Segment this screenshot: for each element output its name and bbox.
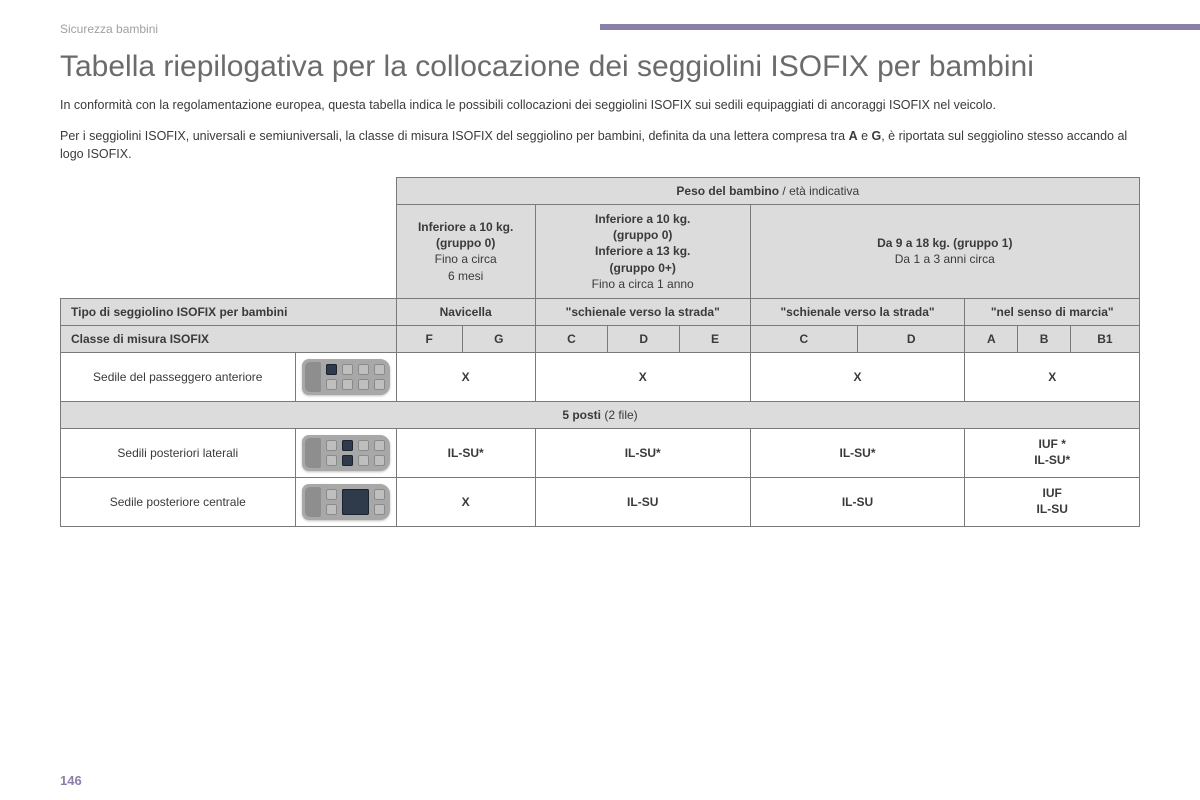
g2-l4: (gruppo 0+) xyxy=(610,261,676,275)
rc-v2: IL-SU xyxy=(535,477,750,526)
g2-l2: (gruppo 0) xyxy=(613,228,672,242)
car-icon xyxy=(302,435,390,471)
weight-group-1: Inferiore a 10 kg. (gruppo 0) Fino a cir… xyxy=(396,205,535,299)
cl9: B1 xyxy=(1097,332,1112,346)
rs-v1: IL-SU* xyxy=(396,428,535,477)
rs-v4b: IL-SU* xyxy=(1034,453,1070,467)
intro-p2-bold-g: G xyxy=(872,129,882,143)
class-G: G xyxy=(462,325,535,352)
g1-l4: 6 mesi xyxy=(448,269,483,283)
intro-p2-bold-a: A xyxy=(849,129,858,143)
fp-v2-t: X xyxy=(639,370,647,384)
rc-v3-t: IL-SU xyxy=(842,495,873,509)
rs-v1-t: IL-SU* xyxy=(448,446,484,460)
class-D2: D xyxy=(858,325,965,352)
type-navicella: Navicella xyxy=(396,298,535,325)
class-C2: C xyxy=(750,325,857,352)
class-B: B xyxy=(1018,325,1071,352)
row-rear-center-label: Sedile posteriore centrale xyxy=(61,477,296,526)
intro-paragraph-2: Per i seggiolini ISOFIX, universali e se… xyxy=(60,128,1140,163)
weight-group-2: Inferiore a 10 kg. (gruppo 0) Inferiore … xyxy=(535,205,750,299)
type-c2-text: "schienale verso la strada" xyxy=(566,305,720,319)
cl1: G xyxy=(494,332,503,346)
type-schienale-1: "schienale verso la strada" xyxy=(535,298,750,325)
rs-v4: IUF * IL-SU* xyxy=(965,428,1140,477)
rs-v4a: IUF * xyxy=(1039,437,1066,451)
rc-v3: IL-SU xyxy=(750,477,965,526)
fp-v3-t: X xyxy=(854,370,862,384)
type-senso-marcia: "nel senso di marcia" xyxy=(965,298,1140,325)
fp-v3: X xyxy=(750,352,965,401)
rs-v3: IL-SU* xyxy=(750,428,965,477)
header-weight-rest: / età indicativa xyxy=(779,184,859,198)
class-B1: B1 xyxy=(1070,325,1139,352)
rs-v3-t: IL-SU* xyxy=(840,446,876,460)
class-C1: C xyxy=(535,325,607,352)
accent-bar xyxy=(600,24,1200,30)
rs-v2-t: IL-SU* xyxy=(625,446,661,460)
row-class-label: Classe di misura ISOFIX xyxy=(61,325,397,352)
rc-v1-t: X xyxy=(462,495,470,509)
rc-v4b: IL-SU xyxy=(1037,502,1068,516)
car-icon xyxy=(302,359,390,395)
g1-l3: Fino a circa xyxy=(435,252,497,266)
cl6: D xyxy=(907,332,916,346)
weight-group-3: Da 9 a 18 kg. (gruppo 1) Da 1 a 3 anni c… xyxy=(750,205,1139,299)
g1-l2: (gruppo 0) xyxy=(436,236,495,250)
class-E: E xyxy=(680,325,750,352)
cl3: D xyxy=(639,332,648,346)
g2-l3: Inferiore a 13 kg. xyxy=(595,244,690,258)
cl8: B xyxy=(1040,332,1049,346)
rc-v2-t: IL-SU xyxy=(627,495,658,509)
type-c1-text: Navicella xyxy=(440,305,492,319)
g2-l1: Inferiore a 10 kg. xyxy=(595,212,690,226)
g2-l5: Fino a circa 1 anno xyxy=(592,277,694,291)
rc-v4a: IUF xyxy=(1043,486,1062,500)
header-weight: Peso del bambino / età indicativa xyxy=(396,178,1139,205)
cl4: E xyxy=(711,332,719,346)
intro-paragraph-1: In conformità con la regolamentazione eu… xyxy=(60,97,1140,115)
type-c4-text: "nel senso di marcia" xyxy=(991,305,1114,319)
fp-v1: X xyxy=(396,352,535,401)
rc-v4: IUF IL-SU xyxy=(965,477,1140,526)
g3-l1: Da 9 a 18 kg. (gruppo 1) xyxy=(877,236,1012,250)
section-5posti-rest: (2 file) xyxy=(601,408,638,422)
rc-v1: X xyxy=(396,477,535,526)
fp-v2: X xyxy=(535,352,750,401)
type-c3-text: "schienale verso la strada" xyxy=(780,305,934,319)
fp-v4: X xyxy=(965,352,1140,401)
class-D1: D xyxy=(608,325,680,352)
front-passenger-icon xyxy=(295,352,396,401)
page-number: 146 xyxy=(60,773,82,788)
row-front-passenger-label: Sedile del passeggero anteriore xyxy=(61,352,296,401)
intro-p2-part-c: e xyxy=(858,129,872,143)
class-A: A xyxy=(965,325,1018,352)
rear-side-icon xyxy=(295,428,396,477)
section-5posti: 5 posti (2 file) xyxy=(61,401,1140,428)
row-type-label: Tipo di seggiolino ISOFIX per bambini xyxy=(61,298,397,325)
page-title: Tabella riepilogativa per la collocazion… xyxy=(60,50,1140,85)
row-rear-side-label: Sedili posteriori laterali xyxy=(61,428,296,477)
cl2: C xyxy=(567,332,576,346)
g3-l2: Da 1 a 3 anni circa xyxy=(895,252,995,266)
fp-v4-t: X xyxy=(1048,370,1056,384)
car-icon xyxy=(302,484,390,520)
cl7: A xyxy=(987,332,996,346)
cl0: F xyxy=(426,332,433,346)
type-schienale-2: "schienale verso la strada" xyxy=(750,298,965,325)
header-weight-bold: Peso del bambino xyxy=(676,184,779,198)
section-5posti-bold: 5 posti xyxy=(562,408,601,422)
intro-p2-part-a: Per i seggiolini ISOFIX, universali e se… xyxy=(60,129,849,143)
isofix-table: Peso del bambino / età indicativa Inferi… xyxy=(60,177,1140,527)
cl5: C xyxy=(799,332,808,346)
class-F: F xyxy=(396,325,462,352)
rear-center-icon xyxy=(295,477,396,526)
g1-l1: Inferiore a 10 kg. xyxy=(418,220,513,234)
rs-v2: IL-SU* xyxy=(535,428,750,477)
fp-v1-t: X xyxy=(462,370,470,384)
